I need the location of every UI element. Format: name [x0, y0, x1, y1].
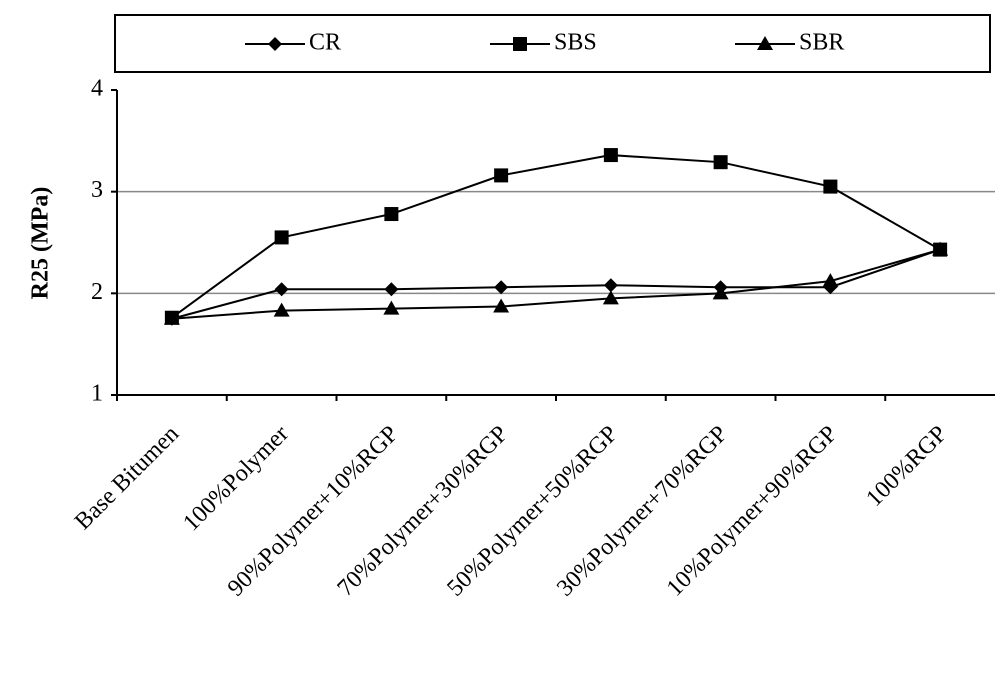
x-tick-label: 100%RGP	[861, 421, 952, 512]
data-point	[603, 148, 618, 163]
x-tick-label: 100%Polymer	[178, 421, 293, 536]
data-point	[932, 241, 949, 256]
data-point	[384, 282, 399, 297]
data-point	[384, 207, 399, 222]
data-point	[494, 280, 509, 295]
legend-label: CR	[309, 30, 341, 56]
x-tick-label: Base Bitumen	[70, 421, 184, 535]
data-point	[713, 155, 728, 170]
data-point	[494, 168, 509, 183]
series-line	[171, 248, 941, 320]
series-line	[171, 248, 941, 320]
data-point	[603, 278, 618, 293]
data-point	[712, 285, 729, 300]
data-point	[493, 298, 510, 313]
legend-marker	[757, 36, 773, 50]
legend-marker	[268, 37, 282, 51]
y-tick-label: 3	[91, 177, 103, 203]
y-tick-label: 1	[91, 381, 103, 407]
data-point	[602, 290, 619, 305]
data-point	[822, 273, 839, 288]
legend-label: SBS	[554, 30, 597, 56]
data-point	[823, 179, 838, 194]
data-point	[163, 310, 180, 325]
data-point	[274, 282, 289, 297]
data-point	[273, 302, 290, 317]
y-tick-label: 2	[91, 279, 103, 305]
legend-marker	[513, 37, 527, 51]
y-axis-label: R25 (MPa)	[28, 187, 54, 300]
y-tick-label: 4	[91, 76, 103, 102]
legend-box	[114, 14, 991, 73]
series-line	[171, 154, 941, 319]
data-point	[383, 300, 400, 315]
data-point	[274, 230, 289, 245]
legend-label: SBR	[799, 30, 844, 56]
